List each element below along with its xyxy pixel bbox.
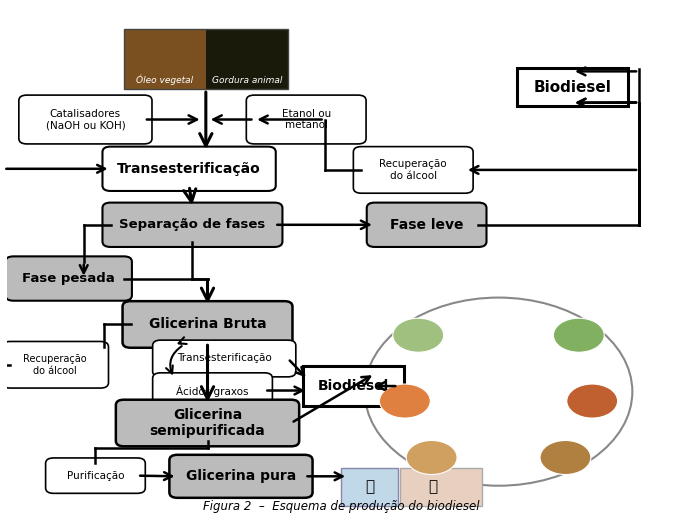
FancyBboxPatch shape (103, 146, 276, 191)
Text: Transesterificação: Transesterificação (117, 162, 261, 176)
FancyBboxPatch shape (152, 373, 273, 408)
Text: Glicerina Bruta: Glicerina Bruta (149, 318, 267, 332)
FancyBboxPatch shape (169, 455, 313, 498)
Text: Purificação: Purificação (67, 471, 124, 481)
Text: Biodiesel: Biodiesel (533, 79, 611, 94)
Text: Óleo vegetal: Óleo vegetal (136, 74, 193, 85)
FancyBboxPatch shape (517, 68, 628, 106)
FancyBboxPatch shape (246, 95, 366, 144)
Text: Glicerina
semipurificada: Glicerina semipurificada (150, 408, 265, 438)
Text: 🧴: 🧴 (365, 480, 374, 494)
FancyBboxPatch shape (5, 256, 132, 301)
Text: Fase pesada: Fase pesada (22, 272, 115, 285)
Text: Fase leve: Fase leve (390, 218, 463, 232)
FancyBboxPatch shape (303, 366, 403, 406)
FancyBboxPatch shape (367, 202, 486, 247)
Ellipse shape (364, 297, 632, 486)
Text: Separação de fases: Separação de fases (119, 218, 266, 231)
Text: Ácidos graxos: Ácidos graxos (176, 385, 249, 397)
Text: Gordura animal: Gordura animal (211, 76, 282, 85)
FancyBboxPatch shape (2, 342, 109, 388)
Text: Glicerina pura: Glicerina pura (186, 469, 296, 483)
Text: Figura 2  –  Esquema de produção do biodiesel: Figura 2 – Esquema de produção do biodie… (203, 500, 479, 513)
Text: 🧼: 🧼 (428, 480, 437, 494)
FancyBboxPatch shape (103, 202, 282, 247)
FancyBboxPatch shape (401, 468, 482, 506)
Circle shape (393, 318, 443, 352)
Circle shape (540, 441, 591, 474)
FancyBboxPatch shape (206, 29, 288, 89)
Text: Catalisadores
(NaOH ou KOH): Catalisadores (NaOH ou KOH) (46, 108, 125, 130)
Circle shape (406, 441, 457, 474)
Circle shape (379, 384, 430, 418)
Text: Recuperação
do álcool: Recuperação do álcool (379, 159, 447, 181)
FancyBboxPatch shape (19, 95, 152, 144)
FancyBboxPatch shape (152, 340, 296, 377)
FancyBboxPatch shape (124, 29, 206, 89)
Text: Transesterificação: Transesterificação (177, 353, 271, 363)
FancyBboxPatch shape (354, 146, 473, 193)
FancyBboxPatch shape (116, 400, 299, 446)
Text: Biodiesel: Biodiesel (318, 379, 389, 393)
Text: Recuperação
do álcool: Recuperação do álcool (24, 354, 87, 376)
FancyBboxPatch shape (122, 301, 292, 348)
FancyBboxPatch shape (341, 468, 398, 506)
Circle shape (554, 318, 605, 352)
Circle shape (567, 384, 617, 418)
FancyBboxPatch shape (46, 458, 146, 494)
Text: Etanol ou
metanol: Etanol ou metanol (282, 108, 330, 130)
